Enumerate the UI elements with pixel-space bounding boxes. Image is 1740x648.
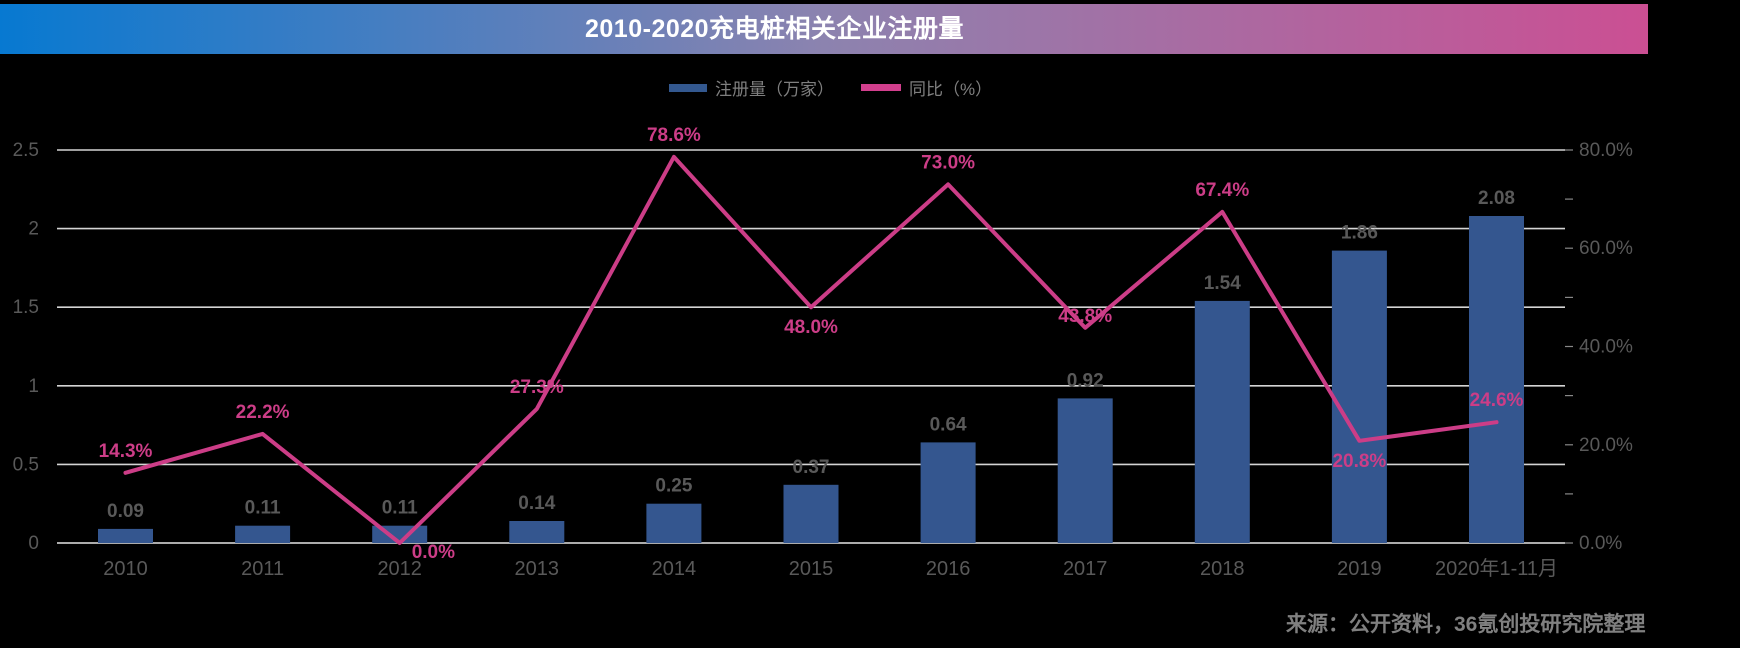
svg-text:0.64: 0.64 (930, 414, 967, 435)
svg-text:14.3%: 14.3% (99, 441, 153, 462)
svg-text:0.0%: 0.0% (1579, 533, 1622, 554)
svg-text:20.8%: 20.8% (1332, 451, 1386, 472)
svg-text:67.4%: 67.4% (1195, 180, 1249, 201)
svg-text:2016: 2016 (926, 558, 971, 580)
svg-text:2.5: 2.5 (13, 140, 39, 161)
svg-text:0.37: 0.37 (793, 457, 830, 478)
svg-text:0.14: 0.14 (518, 493, 555, 514)
svg-text:1.54: 1.54 (1204, 273, 1241, 294)
svg-text:22.2%: 22.2% (236, 402, 290, 423)
svg-text:2018: 2018 (1200, 558, 1245, 580)
svg-text:2017: 2017 (1063, 558, 1108, 580)
svg-text:1.86: 1.86 (1341, 223, 1378, 244)
svg-text:0.11: 0.11 (245, 498, 281, 519)
svg-text:73.0%: 73.0% (921, 152, 975, 173)
svg-text:0.25: 0.25 (655, 476, 692, 497)
svg-text:40.0%: 40.0% (1579, 337, 1633, 358)
svg-text:24.6%: 24.6% (1470, 390, 1524, 411)
svg-text:0: 0 (28, 533, 39, 554)
svg-text:48.0%: 48.0% (784, 317, 838, 338)
svg-text:27.3%: 27.3% (510, 377, 564, 398)
svg-text:2011: 2011 (241, 558, 284, 580)
svg-text:2: 2 (28, 219, 39, 240)
svg-text:2.08: 2.08 (1478, 188, 1515, 209)
svg-text:0.09: 0.09 (107, 501, 144, 522)
svg-text:0.11: 0.11 (382, 498, 418, 519)
svg-text:0.92: 0.92 (1067, 370, 1104, 391)
svg-text:80.0%: 80.0% (1579, 140, 1633, 161)
svg-text:2013: 2013 (515, 558, 560, 580)
svg-text:2014: 2014 (652, 558, 697, 580)
svg-text:43.8%: 43.8% (1058, 306, 1112, 327)
svg-text:2010: 2010 (103, 558, 148, 580)
svg-text:1.5: 1.5 (13, 297, 39, 318)
svg-text:20.0%: 20.0% (1579, 435, 1633, 456)
svg-text:2015: 2015 (789, 558, 834, 580)
svg-text:0.5: 0.5 (13, 454, 39, 475)
svg-text:2020年1-11月: 2020年1-11月 (1435, 557, 1558, 580)
svg-text:1: 1 (28, 376, 39, 397)
svg-text:2012: 2012 (377, 558, 422, 580)
svg-text:2019: 2019 (1337, 558, 1382, 580)
svg-text:60.0%: 60.0% (1579, 238, 1633, 259)
svg-text:78.6%: 78.6% (647, 125, 701, 146)
